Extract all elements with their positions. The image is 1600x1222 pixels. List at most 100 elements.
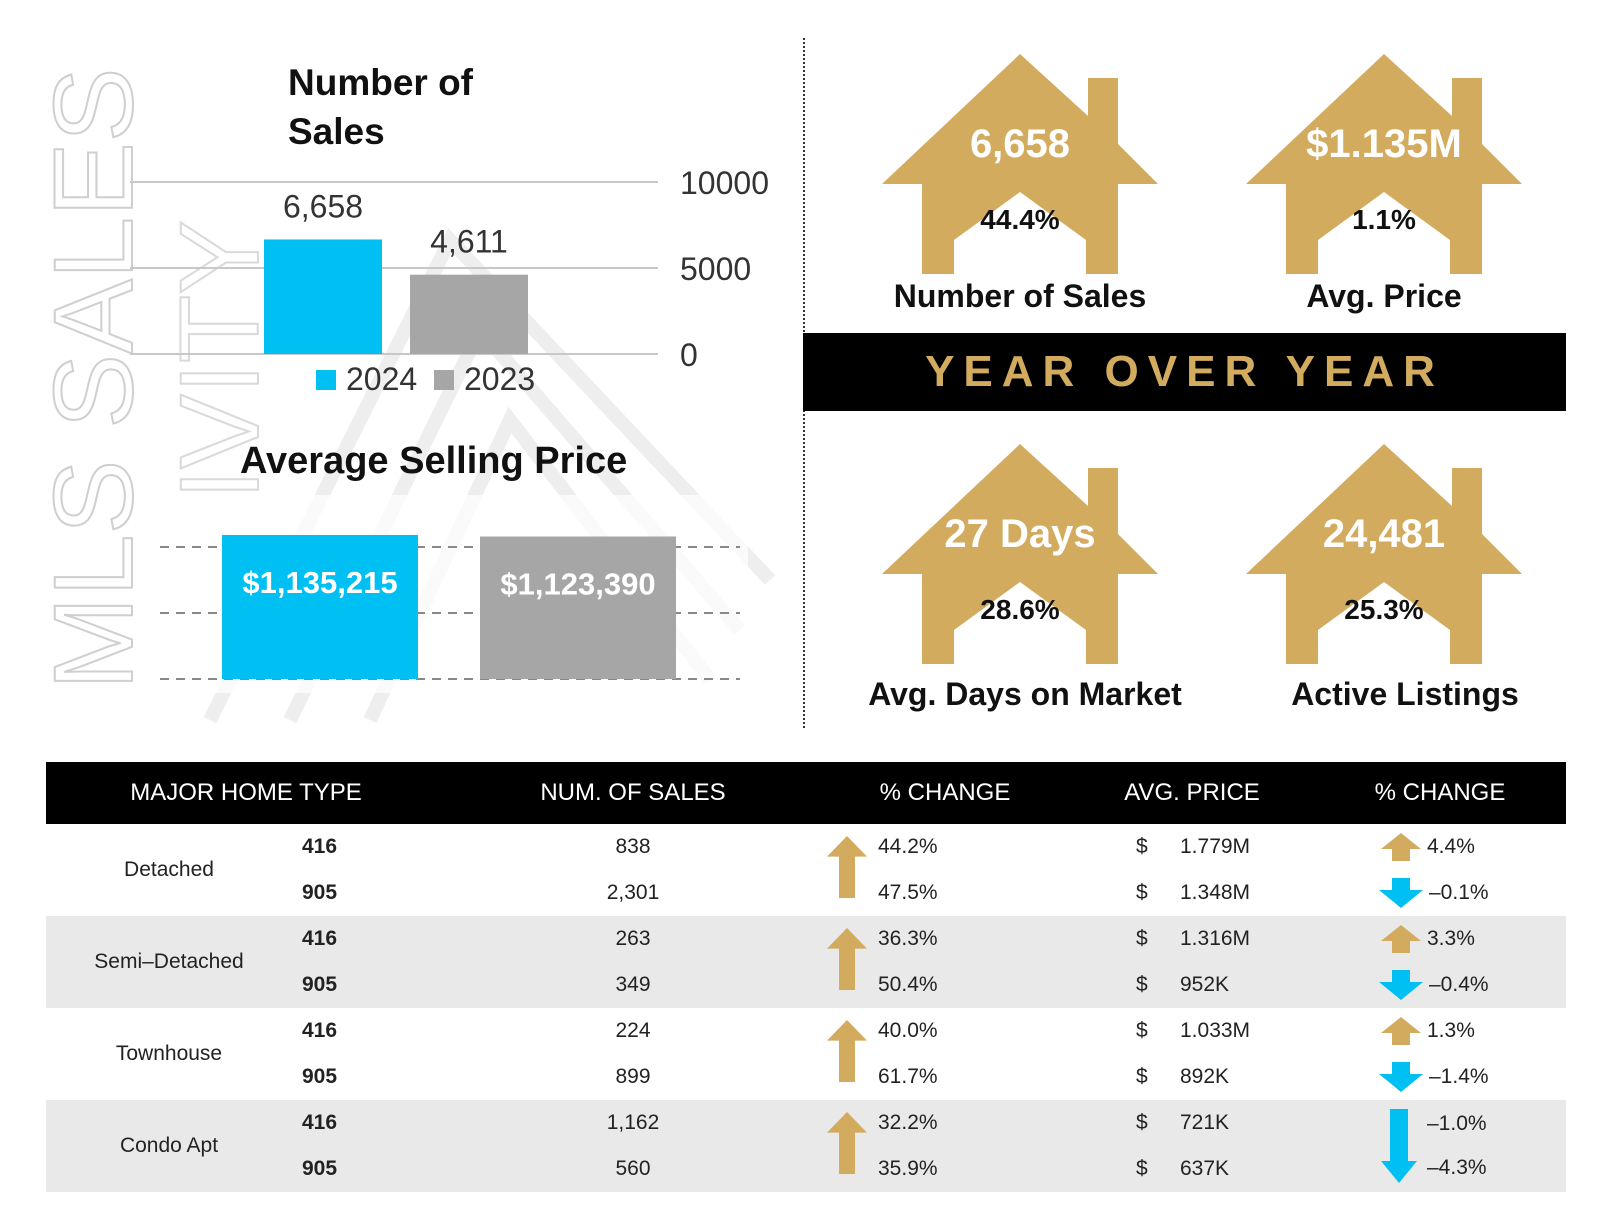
home-type-cell: Semi–Detached [46, 916, 292, 1008]
house-icon [882, 444, 1158, 664]
avg-price-value: 1.779M [1180, 835, 1251, 858]
legend-label: 2024 [346, 361, 417, 397]
region-cell: 905 [302, 881, 338, 904]
price-change-value: –1.0% [1427, 1112, 1487, 1135]
down-arrow-icon [1379, 878, 1423, 908]
num-sales-cell: 838 [615, 835, 651, 858]
currency-symbol: $ [1136, 881, 1148, 904]
currency-symbol: $ [1136, 927, 1148, 950]
avg-price-cell: $892K [1070, 1054, 1314, 1100]
price-change-value: 1.3% [1427, 1019, 1475, 1042]
house-icon [1246, 444, 1522, 664]
price-bar-chart: $1,135,215 $1,123,390 [150, 495, 748, 693]
price-change-cell: –0.4% [1314, 962, 1566, 1008]
house-stat-3: 24,481 25.3% [1246, 442, 1522, 664]
num-sales-cell: 2,301 [606, 881, 660, 904]
house-icon [882, 54, 1158, 274]
avg-price-cell: $1.316M [1070, 916, 1314, 962]
currency-symbol: $ [1136, 1157, 1148, 1180]
region-cell: 905 [292, 1146, 446, 1192]
house-percent: 28.6% [980, 594, 1060, 625]
house-percent: 1.1% [1352, 204, 1416, 235]
sales-change-cell: 36.3% [874, 916, 1070, 962]
table-header-row: MAJOR HOME TYPE NUM. OF SALES % CHANGE A… [46, 762, 1566, 824]
sales-chart-bars: 6,658 4,611 [264, 188, 528, 354]
up-arrow-icon [827, 1112, 867, 1174]
sales-change-cell: 61.7% [878, 1065, 938, 1088]
sales-ytick-label: 0 [680, 337, 698, 373]
avg-price-value: 892K [1180, 1065, 1230, 1088]
header-price-change: % CHANGE [1314, 762, 1566, 824]
price-change-value: 4.4% [1427, 835, 1475, 858]
price-change-value: –0.4% [1429, 973, 1489, 996]
up-arrow-icon [1381, 925, 1421, 953]
house-stat-1: $1.135M 1.1% [1246, 52, 1522, 274]
sales-chart-grid [130, 181, 658, 355]
legend-swatch-2023 [434, 370, 454, 390]
num-sales-cell: 560 [446, 1146, 820, 1192]
house-label: Active Listings [1291, 676, 1519, 712]
home-type-table: MAJOR HOME TYPE NUM. OF SALES % CHANGE A… [46, 762, 1566, 1192]
sales-change-cell: 40.0% [878, 1019, 938, 1042]
sales-change-cell: 35.9% [874, 1146, 1070, 1192]
year-over-year-banner: YEAR OVER YEAR [803, 333, 1566, 411]
sales-bar-chart: 0 5000 10000 6,658 4,611 2024 2023 [130, 170, 769, 397]
sales-change-arrow-cell [820, 916, 874, 1008]
avg-price-cell: $952K [1070, 962, 1314, 1008]
price-change-cell: 3.3% [1314, 916, 1566, 962]
home-type-cell: Townhouse [115, 1042, 223, 1065]
price-change-cell: –0.1% [1314, 870, 1566, 916]
header-avg-price: AVG. PRICE [1070, 762, 1314, 824]
num-sales-cell: 899 [615, 1065, 651, 1088]
up-arrow-icon [1381, 833, 1421, 861]
house-label: Number of Sales [893, 278, 1147, 314]
price-chart-title: Average Selling Price [240, 440, 628, 482]
sales-change-cell: 32.2% [874, 1100, 1070, 1146]
region-cell: 905 [302, 1065, 338, 1088]
avg-price-cell: $637K [1070, 1146, 1314, 1192]
avg-price-value: 1.316M [1180, 927, 1251, 950]
sales-chart-ticks: 0 5000 10000 [680, 170, 769, 373]
price-change-value: 3.3% [1427, 927, 1475, 950]
house-value: 27 Days [944, 512, 1096, 556]
table-row: 905 899 61.7% $892K –1.4% [46, 1054, 1566, 1100]
price-bar-2024 [222, 535, 418, 679]
price-change-cell: –1.4% [1314, 1054, 1566, 1100]
num-sales-cell: 349 [446, 962, 820, 1008]
sales-bar-2024 [264, 239, 382, 354]
currency-symbol: $ [1136, 1111, 1148, 1134]
up-arrow-icon [1381, 1017, 1421, 1045]
up-arrow-icon [827, 1020, 867, 1082]
down-arrow-icon [1379, 970, 1423, 1000]
house-stat-2: 27 Days 28.6% [882, 442, 1158, 664]
up-arrow-icon [827, 928, 867, 990]
currency-symbol: $ [1136, 1019, 1148, 1042]
avg-price-cell: $1.779M [1070, 824, 1314, 870]
price-chart-bars: $1,135,215 $1,123,390 [222, 535, 676, 679]
table-row: Townhouse 416 224 40.0% $1.033M 1.3% [46, 1008, 1566, 1082]
price-change-value: –1.4% [1429, 1065, 1489, 1088]
table-row: 905 2,301 47.5% $1.348M –0.1% [46, 870, 1566, 916]
down-arrow-icon [1379, 1062, 1423, 1092]
sales-change-arrow-cell [820, 824, 874, 916]
table-row: Condo Apt 416 1,162 32.2% $721K –1.0% –4.3% [46, 1100, 1566, 1192]
avg-price-value: 721K [1180, 1111, 1230, 1134]
avg-price-cell: $721K [1070, 1100, 1314, 1146]
house-value: $1.135M [1306, 122, 1462, 166]
region-cell: 905 [292, 962, 446, 1008]
avg-price-value: 1.348M [1180, 881, 1251, 904]
price-bar-2023 [480, 536, 676, 679]
down-arrow-icon [1381, 1109, 1417, 1183]
price-change-cell: 4.4% [1314, 824, 1566, 870]
sales-bar-2023 [410, 274, 528, 354]
avg-price-cell: $1.348M [1070, 870, 1314, 916]
house-label: Avg. Days on Market [868, 676, 1182, 712]
price-bar-label: $1,135,215 [242, 565, 397, 600]
price-change-cell: –1.0% –4.3% [1314, 1100, 1566, 1192]
house-stat-0: 6,658 44.4% [882, 52, 1158, 274]
avg-price-cell: $1.033M [1070, 1008, 1314, 1054]
sales-chart-legend: 2024 2023 [316, 361, 535, 397]
price-change-value: –0.1% [1429, 881, 1489, 904]
region-cell: 416 [302, 835, 338, 858]
sales-bar-label: 4,611 [430, 224, 508, 260]
